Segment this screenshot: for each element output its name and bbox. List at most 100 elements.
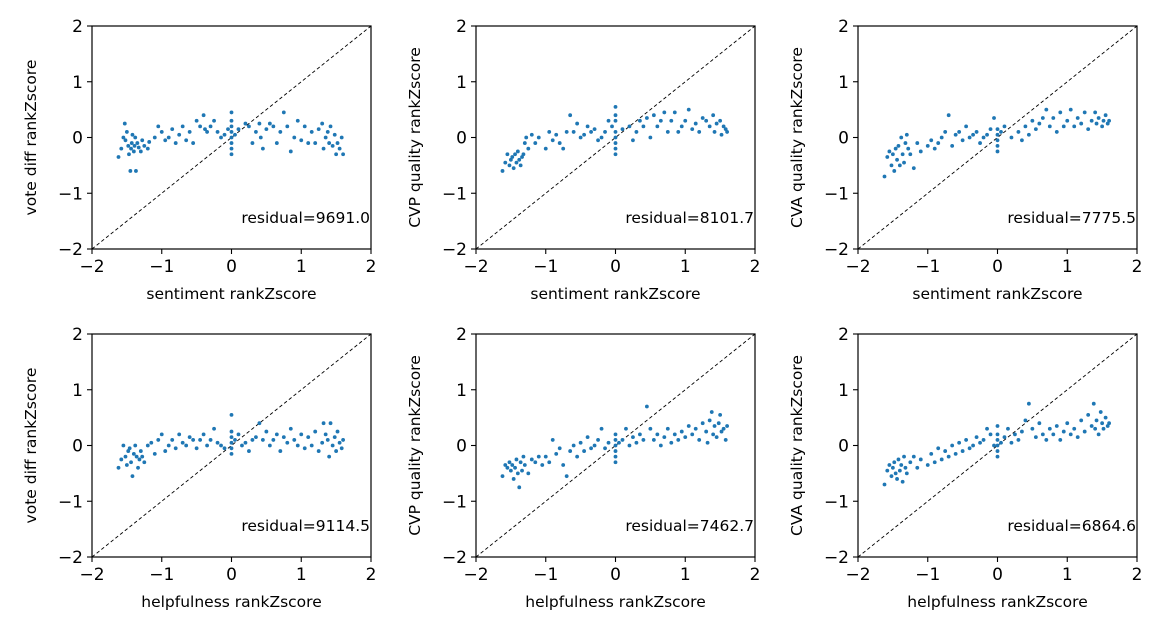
data-point bbox=[988, 127, 993, 132]
data-point bbox=[159, 130, 164, 134]
data-point bbox=[704, 429, 709, 434]
data-point bbox=[129, 141, 134, 145]
y-tick-label: −1 bbox=[58, 184, 83, 204]
data-point bbox=[278, 130, 283, 134]
data-point bbox=[1054, 424, 1059, 428]
data-point bbox=[302, 446, 307, 451]
data-point bbox=[585, 124, 590, 129]
data-point bbox=[900, 479, 905, 484]
data-point bbox=[889, 163, 894, 168]
data-point bbox=[184, 443, 189, 448]
data-point bbox=[194, 446, 199, 451]
y-axis-label: CVP quality rankZscore bbox=[406, 47, 424, 228]
data-point bbox=[1091, 401, 1096, 406]
data-point bbox=[1040, 432, 1045, 437]
data-point bbox=[900, 152, 905, 157]
data-point bbox=[170, 438, 175, 442]
data-point bbox=[1094, 418, 1099, 423]
data-point bbox=[631, 138, 635, 143]
data-point bbox=[134, 169, 138, 173]
data-point bbox=[173, 141, 178, 145]
data-point bbox=[529, 457, 534, 462]
data-point bbox=[177, 432, 182, 437]
x-tick-label: 0 bbox=[226, 565, 237, 585]
data-point bbox=[123, 138, 128, 143]
data-point bbox=[999, 440, 1003, 445]
data-point bbox=[714, 121, 719, 126]
data-point bbox=[507, 460, 512, 465]
data-point bbox=[613, 118, 618, 123]
data-point bbox=[133, 443, 138, 448]
data-point bbox=[1030, 118, 1035, 123]
data-point bbox=[995, 132, 1000, 137]
data-point bbox=[1002, 435, 1007, 440]
data-point bbox=[335, 141, 340, 145]
data-point bbox=[723, 438, 728, 442]
data-point bbox=[243, 121, 248, 126]
data-point bbox=[511, 166, 516, 171]
data-point bbox=[1061, 429, 1066, 434]
data-point bbox=[299, 138, 304, 143]
data-point bbox=[613, 104, 618, 109]
data-point bbox=[142, 143, 147, 148]
y-tick-label: −2 bbox=[824, 548, 849, 568]
data-point bbox=[260, 146, 265, 151]
data-point bbox=[550, 138, 555, 143]
x-axis-label: sentiment rankZscore bbox=[146, 285, 316, 303]
data-point bbox=[974, 435, 979, 440]
data-point bbox=[971, 132, 975, 137]
data-point bbox=[988, 432, 993, 437]
data-point bbox=[603, 130, 607, 134]
x-tick-label: 2 bbox=[366, 257, 377, 277]
data-point bbox=[1026, 132, 1031, 137]
data-point bbox=[341, 438, 345, 442]
data-point bbox=[718, 412, 723, 417]
data-point bbox=[711, 432, 716, 437]
chart-panel-3: −2 −1 0 1 2 −2 −1 0 1 2 sentiment rankZscore CVA qu… bbox=[788, 17, 1142, 303]
data-point bbox=[198, 438, 203, 442]
data-point bbox=[145, 443, 150, 448]
y-tick-label: −2 bbox=[824, 240, 849, 260]
data-point bbox=[191, 141, 196, 145]
data-point bbox=[707, 124, 712, 129]
data-point bbox=[323, 432, 328, 437]
data-point bbox=[953, 132, 958, 137]
data-point bbox=[568, 449, 573, 453]
data-point bbox=[240, 443, 244, 448]
data-point bbox=[690, 432, 695, 437]
y-tick-label: 2 bbox=[456, 17, 467, 37]
data-point bbox=[341, 152, 345, 157]
data-point bbox=[163, 449, 168, 453]
y-tick-label: −1 bbox=[442, 184, 467, 204]
data-point bbox=[925, 463, 930, 467]
data-point bbox=[229, 429, 234, 434]
data-point bbox=[156, 438, 161, 442]
data-point bbox=[325, 130, 330, 134]
data-point bbox=[285, 124, 290, 129]
data-point bbox=[719, 429, 724, 434]
data-point bbox=[309, 130, 314, 134]
data-point bbox=[592, 127, 597, 132]
data-point bbox=[533, 141, 538, 145]
x-tick-label: 2 bbox=[1132, 257, 1143, 277]
data-point bbox=[215, 130, 220, 134]
data-point bbox=[885, 468, 890, 473]
data-point bbox=[981, 135, 986, 140]
data-point bbox=[634, 440, 639, 445]
data-point bbox=[697, 130, 702, 134]
data-point bbox=[543, 146, 548, 151]
data-point bbox=[1101, 426, 1106, 431]
data-point bbox=[295, 443, 300, 448]
data-point bbox=[1079, 418, 1084, 423]
data-point bbox=[627, 124, 632, 129]
y-tick-label: 0 bbox=[72, 129, 83, 149]
data-point bbox=[1030, 426, 1035, 431]
data-point bbox=[908, 152, 913, 157]
data-point bbox=[557, 141, 562, 145]
data-point bbox=[1020, 429, 1024, 434]
data-point bbox=[302, 124, 307, 129]
data-point bbox=[222, 446, 227, 451]
data-point bbox=[1026, 401, 1031, 406]
data-point bbox=[693, 121, 698, 126]
data-point bbox=[995, 443, 1000, 448]
